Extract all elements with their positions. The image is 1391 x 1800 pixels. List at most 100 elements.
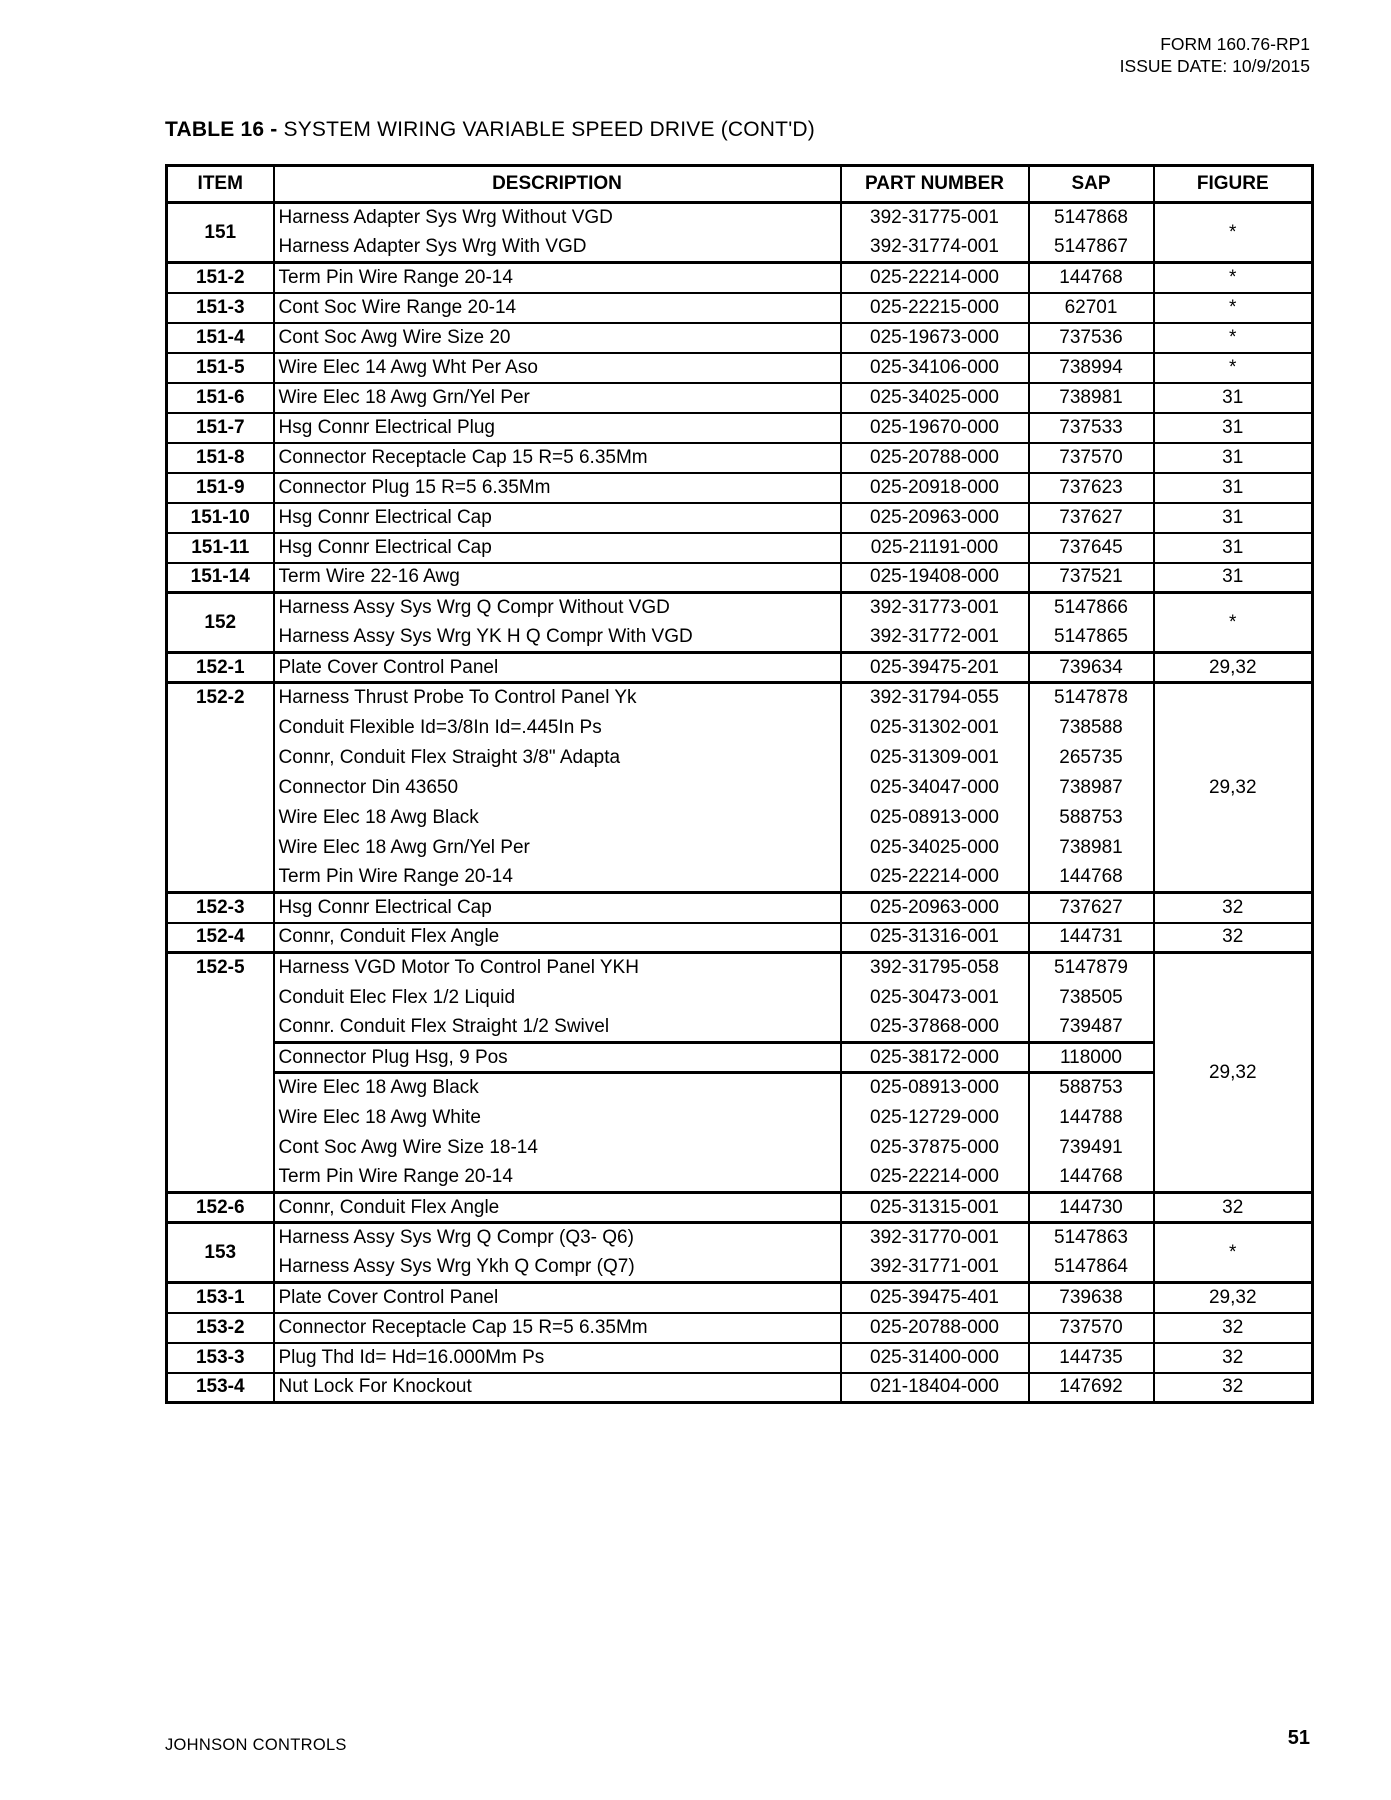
- figure-cell: 29,32: [1152, 951, 1314, 1193]
- sap-cell: 737627: [1027, 501, 1155, 533]
- description-cell: Hsg Connr Electrical Cap: [272, 531, 842, 563]
- sap-cell: 737521: [1027, 561, 1155, 593]
- sap-cell: 737570: [1027, 1311, 1155, 1343]
- column-header-part-number: PART NUMBER: [839, 164, 1030, 204]
- figure-cell: *: [1152, 291, 1314, 323]
- figure-cell: *: [1152, 591, 1314, 653]
- sap-cell: 5147878: [1027, 681, 1155, 713]
- description-cell: Connector Plug 15 R=5 6.35Mm: [272, 471, 842, 503]
- description-cell: Connector Receptacle Cap 15 R=5 6.35Mm: [272, 441, 842, 473]
- figure-cell: 31: [1152, 411, 1314, 443]
- table-row: 152-1 Plate Cover Control Panel 025-39475-…: [165, 651, 1314, 683]
- table-title: TABLE 16 - SYSTEM WIRING VARIABLE SPEED …: [165, 118, 815, 142]
- description-cell: Connector Plug Hsg, 9 Pos: [272, 1041, 842, 1073]
- sap-cell: 144730: [1027, 1191, 1155, 1223]
- description-cell: Wire Elec 14 Awg Wht Per Aso: [272, 351, 842, 383]
- sap-cell: 739491: [1027, 1132, 1155, 1163]
- table-row: 151 Harness Adapter Sys Wrg Without VGD 39…: [165, 201, 1314, 263]
- part-number-cell: 025-19670-000: [839, 411, 1030, 443]
- sap-cell: 144768: [1027, 261, 1155, 293]
- sap-cell: 144768: [1027, 1162, 1155, 1193]
- description-cell: Hsg Connr Electrical Cap: [272, 501, 842, 533]
- sap-cell: 738505: [1027, 982, 1155, 1013]
- table-row: 151-2 Term Pin Wire Range 20-14 025-22214-…: [165, 261, 1314, 293]
- part-number-cell: 025-31316-001: [839, 921, 1030, 953]
- table-row: 151-9 Connector Plug 15 R=5 6.35Mm 025-209…: [165, 471, 1314, 503]
- description-cell: Term Wire 22-16 Awg: [272, 561, 842, 593]
- description-cell: Wire Elec 18 Awg White: [272, 1102, 842, 1133]
- part-number-cell: 025-31315-001: [839, 1191, 1030, 1223]
- figure-cell: *: [1152, 351, 1314, 383]
- description-cell: Plate Cover Control Panel: [272, 651, 842, 683]
- description-cell: Term Pin Wire Range 20-14: [272, 261, 842, 293]
- figure-cell: *: [1152, 321, 1314, 353]
- table-row: Term Pin Wire Range 20-14 025-22214-000 14…: [167, 862, 1313, 893]
- sap-cell: 588753: [1027, 1071, 1155, 1103]
- column-header-description: DESCRIPTION: [272, 164, 842, 204]
- part-number-cell: 392-31795-058: [839, 951, 1030, 983]
- sap-cell: 5147864: [1027, 1252, 1155, 1283]
- sap-cell: 144768: [1027, 862, 1155, 893]
- part-number-cell: 025-20918-000: [839, 471, 1030, 503]
- sap-cell: 5147863: [1027, 1221, 1155, 1253]
- item-cell: 151-6: [165, 381, 275, 413]
- table-row: Conduit Flexible Id=3/8In Id=.445In Ps 02…: [165, 712, 1313, 893]
- column-header-sap: SAP: [1027, 164, 1155, 204]
- sap-cell: 62701: [1027, 291, 1155, 323]
- description-cell: Cont Soc Wire Range 20-14: [272, 291, 842, 323]
- sap-cell: 738987: [1027, 772, 1155, 803]
- figure-cell: 31: [1152, 531, 1314, 563]
- part-number-cell: 025-22214-000: [839, 261, 1030, 293]
- item-cell: 151-10: [165, 501, 275, 533]
- table-row: 152 Harness Assy Sys Wrg Q Compr Without …: [165, 591, 1314, 653]
- sap-cell: 144731: [1027, 921, 1155, 953]
- table-row: Cont Soc Awg Wire Size 18-14 025-37875-00…: [167, 1132, 1313, 1163]
- table-row: 151-6 Wire Elec 18 Awg Grn/Yel Per 025-340…: [165, 381, 1314, 413]
- sap-cell: 5147865: [1027, 622, 1155, 653]
- figure-cell: 29,32: [1152, 681, 1314, 893]
- item-cell: 152-4: [165, 921, 275, 953]
- part-number-cell: 021-18404-000: [839, 1371, 1030, 1403]
- figure-cell: *: [1152, 201, 1314, 263]
- table-row: Conduit Elec Flex 1/2 Liquid 025-30473-00…: [165, 982, 1313, 1193]
- table-row: 151-3 Cont Soc Wire Range 20-14 025-22215-…: [165, 291, 1314, 323]
- description-cell: Conduit Flexible Id=3/8In Id=.445In Ps: [272, 712, 842, 743]
- part-number-cell: 025-37868-000: [839, 1012, 1030, 1043]
- figure-cell: 31: [1152, 471, 1314, 503]
- description-cell: Connector Din 43650: [272, 772, 842, 803]
- item-cell: 152-3: [165, 891, 275, 923]
- table-row: Wire Elec 18 Awg Black 025-08913-000 58875…: [167, 802, 1313, 833]
- description-cell: Connector Receptacle Cap 15 R=5 6.35Mm: [272, 1311, 842, 1343]
- part-number-cell: 025-08913-000: [839, 1071, 1030, 1103]
- figure-cell: 29,32: [1152, 1281, 1314, 1313]
- footer-company: JOHNSON CONTROLS: [165, 1736, 347, 1754]
- description-cell: Wire Elec 18 Awg Black: [272, 1071, 842, 1103]
- part-number-cell: 025-31309-001: [839, 742, 1030, 773]
- part-number-cell: 392-31773-001: [839, 591, 1030, 623]
- column-header-item: ITEM: [165, 164, 275, 204]
- description-cell: Harness Assy Sys Wrg Ykh Q Compr (Q7): [272, 1252, 842, 1283]
- item-cell: 151-3: [165, 291, 275, 323]
- item-cell: 151-5: [165, 351, 275, 383]
- description-cell: Harness Adapter Sys Wrg With VGD: [272, 232, 842, 263]
- sap-cell: 737645: [1027, 531, 1155, 563]
- description-cell: Cont Soc Awg Wire Size 18-14: [272, 1132, 842, 1163]
- description-cell: Nut Lock For Knockout: [272, 1371, 842, 1403]
- table-row: 152-6 Connr, Conduit Flex Angle 025-31315-…: [165, 1191, 1314, 1223]
- table-row: 152-3 Hsg Connr Electrical Cap 025-20963-0…: [165, 891, 1314, 923]
- part-number-cell: 025-20963-000: [839, 891, 1030, 923]
- figure-cell: 29,32: [1152, 651, 1314, 683]
- table-title-number: TABLE 16 -: [165, 118, 278, 141]
- sap-cell: 5147866: [1027, 591, 1155, 623]
- description-cell: Harness Thrust Probe To Control Panel Yk: [272, 681, 842, 713]
- part-number-cell: 025-21191-000: [839, 531, 1030, 563]
- description-cell: Conduit Elec Flex 1/2 Liquid: [272, 982, 842, 1013]
- part-number-cell: 025-22214-000: [839, 862, 1030, 893]
- part-number-cell: 025-39475-401: [839, 1281, 1030, 1313]
- part-number-cell: 025-34106-000: [839, 351, 1030, 383]
- item-cell: 151-11: [165, 531, 275, 563]
- table-row: 152-4 Connr, Conduit Flex Angle 025-31316-…: [165, 921, 1314, 953]
- part-number-cell: 025-34047-000: [839, 772, 1030, 803]
- part-number-cell: 025-38172-000: [839, 1041, 1030, 1073]
